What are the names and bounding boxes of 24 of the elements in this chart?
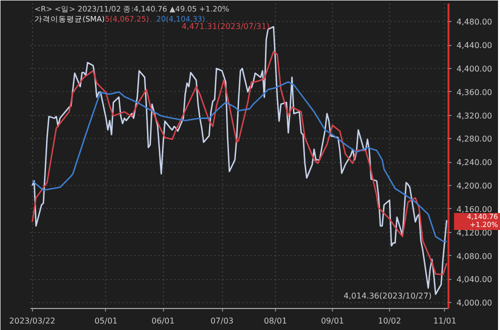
y-tick-label: 4,440.00 (456, 41, 492, 50)
y-tick-label: 4,160.00 (456, 204, 492, 214)
line-series (32, 50, 448, 276)
x-tick-label: 08/01 (264, 316, 287, 326)
y-tick-label: 4,400.00 (456, 64, 492, 74)
y-tick-label: 4,200.00 (456, 182, 492, 191)
x-tick-label: 11/01 (433, 316, 456, 326)
x-tick-label: 06/01 (152, 316, 175, 326)
y-tick-label: 4,040.00 (456, 275, 492, 284)
y-tick-label: 4,080.00 (456, 252, 492, 261)
x-tick-label: 2023/03/22 (9, 316, 56, 326)
x-tick-label: 07/03 (210, 316, 234, 326)
line-series (32, 81, 448, 242)
y-tick-label: 4,240.00 (456, 158, 492, 168)
y-tick-label: 4,280.00 (456, 134, 492, 144)
y-tick-label: 4,320.00 (456, 111, 492, 120)
y-tick-label: 4,360.00 (456, 88, 492, 97)
y-tick-label: 4,480.00 (456, 18, 492, 27)
annotation: 4,014.36(2023/10/27) (344, 292, 432, 301)
y-tick-label: 4,000.00 (456, 298, 492, 308)
x-tick-label: 09/01 (320, 316, 344, 326)
annotation: 4,471.31(2023/07/31) (182, 22, 270, 32)
x-tick-label: 05/01 (94, 316, 118, 326)
x-tick-label: 10/02 (378, 316, 402, 326)
